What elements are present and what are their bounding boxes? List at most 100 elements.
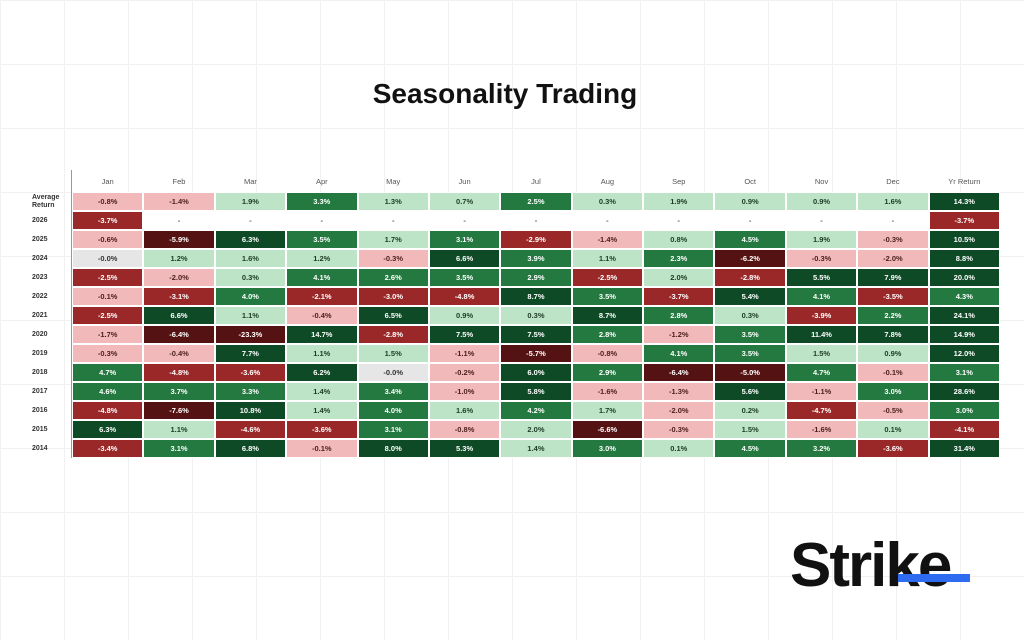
return-cell: - [714,211,786,230]
column-header: Nov [814,176,829,186]
row-label: 2024 [30,249,72,268]
row-label: Average Return [30,192,72,211]
return-cell: -2.5% [571,268,644,287]
table-row: 2026 -3.7% - - - - - - - - - - - -3.7% [30,211,1001,230]
return-cell: 1.4% [286,401,358,420]
return-cell: - [857,211,929,230]
return-cell: 2.2% [857,306,929,325]
return-cell: - [500,211,572,230]
return-cell: -1.2% [643,325,715,344]
return-cell: 4.0% [214,287,287,306]
return-cell: 8.7% [500,287,572,306]
return-cell: 4.1% [643,344,715,363]
return-cell: -23.3% [214,325,287,344]
return-cell: 1.1% [571,249,644,268]
return-cell: 7.8% [857,325,929,344]
row-label: 2015 [30,420,72,439]
return-cell: 7.5% [500,325,572,344]
column-header: Dec [886,176,900,186]
return-cell: 11.4% [785,325,858,344]
return-cell: 0.9% [428,306,501,325]
column-header: Aug [600,176,615,186]
table-row: 2019 -0.3% -0.4% 7.7% 1.1% 1.5% -1.1% -5.7% -0.8… [30,344,1001,363]
return-cell: -6.4% [143,325,215,344]
return-cell: 3.0% [928,401,1001,420]
return-cell: - [785,211,858,230]
return-cell: -6.6% [571,420,644,439]
return-cell: 0.9% [714,192,786,211]
return-cell: -2.9% [500,230,572,249]
logo-arrow [898,574,970,582]
return-cell: 1.7% [357,230,429,249]
return-cell: 3.3% [286,192,358,211]
return-cell: 3.1% [928,363,1001,382]
return-cell: -0.3% [643,420,715,439]
return-cell: 1.6% [857,192,929,211]
return-cell: 7.7% [214,344,287,363]
return-cell: 14.3% [928,192,1001,211]
return-cell: 14.9% [928,325,1001,344]
return-cell: -4.1% [928,420,1001,439]
return-cell: 3.2% [785,439,858,458]
row-label: 2021 [30,306,72,325]
return-cell: 1.2% [143,249,215,268]
return-cell: 4.6% [71,382,144,401]
return-cell: 5.8% [500,382,572,401]
return-cell: -4.8% [71,401,144,420]
return-cell: -3.7% [71,211,144,230]
return-cell: 2.3% [643,249,715,268]
table-row: 2024 -0.0% 1.2% 1.6% 1.2% -0.3% 6.6% 3.9% 1.1% 2.… [30,249,1001,268]
return-cell: 1.3% [357,192,429,211]
return-cell: -1.7% [71,325,144,344]
return-cell: 6.8% [214,439,287,458]
logo: Strike [790,531,952,600]
return-cell: 1.7% [571,401,644,420]
return-cell: 1.9% [643,192,715,211]
column-header: Feb [172,176,186,186]
return-cell: 7.5% [428,325,501,344]
column-header: Oct [744,176,756,186]
return-cell: 5.5% [785,268,858,287]
return-cell: -1.1% [428,344,501,363]
column-header: Jul [531,176,541,186]
return-cell: 0.1% [857,420,929,439]
return-cell: -6.4% [643,363,715,382]
return-cell: 1.5% [357,344,429,363]
return-cell: 24.1% [928,306,1001,325]
return-cell: 3.0% [571,439,644,458]
return-cell: -0.1% [286,439,358,458]
table-row: 2023 -2.5% -2.0% 0.3% 4.1% 2.6% 3.5% 2.9% -2.5% 2… [30,268,1001,287]
return-cell: 10.8% [214,401,287,420]
return-cell: 1.1% [286,344,358,363]
table-row: 2016 -4.8% -7.6% 10.8% 1.4% 4.0% 1.6% 4.2% 1.7% -… [30,401,1001,420]
return-cell: -0.3% [785,249,858,268]
row-label: 2022 [30,287,72,306]
return-cell: -1.4% [571,230,644,249]
return-cell: -2.5% [71,306,144,325]
return-cell: 0.3% [214,268,287,287]
return-cell: 4.3% [928,287,1001,306]
return-cell: -7.6% [143,401,215,420]
return-cell: 8.7% [571,306,644,325]
return-cell: -2.1% [286,287,358,306]
row-label: 2019 [30,344,72,363]
return-cell: 4.5% [714,230,786,249]
row-label: 2020 [30,325,72,344]
return-cell: -1.0% [428,382,501,401]
return-cell: 8.8% [928,249,1001,268]
return-cell: 0.7% [428,192,501,211]
return-cell: -2.8% [714,268,786,287]
return-cell: 6.0% [500,363,572,382]
return-cell: 0.8% [643,230,715,249]
return-cell: -0.1% [71,287,144,306]
return-cell: 2.8% [643,306,715,325]
return-cell: -0.8% [71,192,144,211]
return-cell: -3.5% [857,287,929,306]
return-cell: 12.0% [928,344,1001,363]
return-cell: -4.7% [785,401,858,420]
return-cell: -3.9% [785,306,858,325]
return-cell: 2.6% [357,268,429,287]
return-cell: 3.5% [286,230,358,249]
return-cell: - [643,211,715,230]
